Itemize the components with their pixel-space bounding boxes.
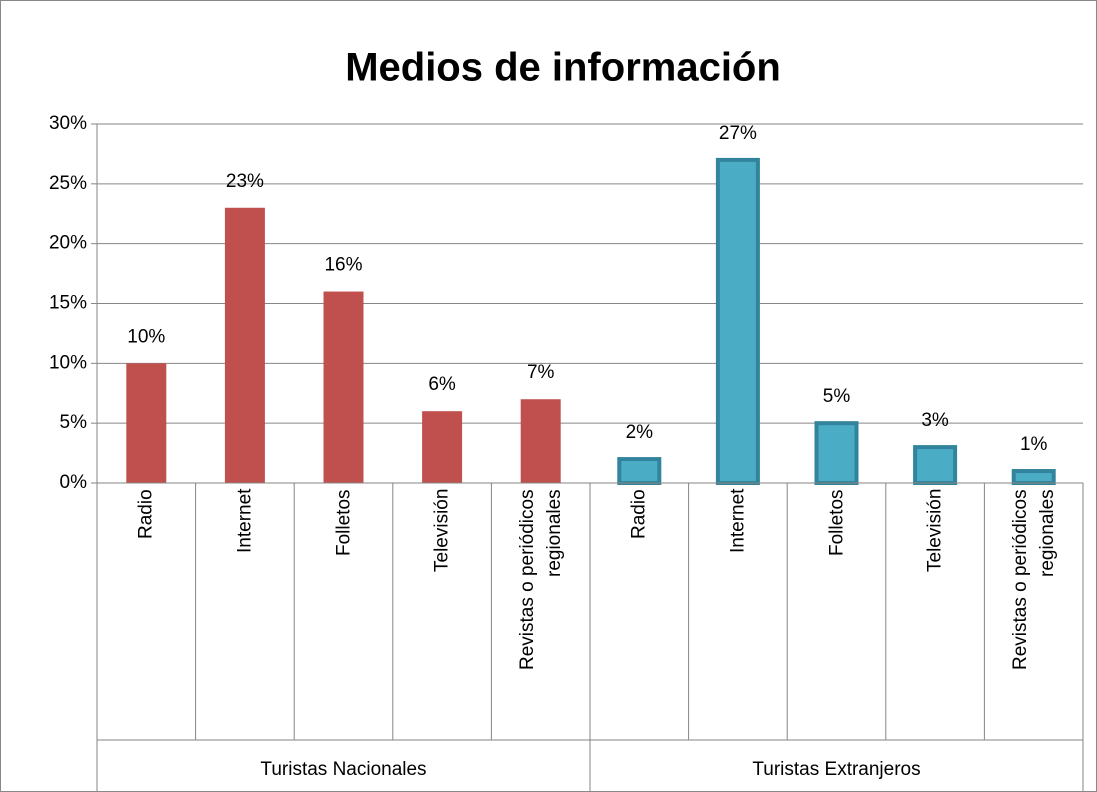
x-tick-label: Internet — [234, 489, 256, 554]
group-label: Turistas Nacionales — [260, 759, 426, 780]
bar — [1011, 469, 1056, 485]
bar — [323, 291, 364, 483]
y-tick-label: 10% — [49, 352, 87, 373]
x-tick-label: Radio — [135, 489, 157, 539]
bar — [617, 457, 662, 486]
bar — [224, 207, 265, 483]
value-label: 3% — [921, 410, 949, 431]
bar — [422, 411, 463, 483]
y-tick-label: 30% — [49, 113, 87, 134]
x-tick-label: Internet — [727, 489, 749, 554]
value-label: 5% — [823, 386, 851, 407]
x-tick-label: Revistas o periódicos regionales — [1009, 489, 1058, 670]
bar — [814, 421, 859, 485]
x-tick-label: Radio — [628, 489, 650, 539]
group-label: Turistas Extranjeros — [752, 759, 920, 780]
bar — [913, 445, 958, 486]
value-label: 2% — [626, 422, 654, 443]
y-tick-label: 20% — [49, 233, 87, 254]
x-tick-label: Televisión — [924, 489, 946, 573]
x-tick-label: Folletos — [826, 489, 847, 556]
value-label: 16% — [324, 255, 362, 276]
value-label: 23% — [226, 171, 264, 192]
value-label: 10% — [127, 326, 165, 347]
bar — [715, 157, 760, 485]
value-label: 1% — [1020, 434, 1048, 455]
x-tick-label: Revistas o periódicos regionales — [516, 489, 565, 670]
y-tick-label: 25% — [49, 173, 87, 194]
chart-title: Medios de información — [345, 46, 781, 90]
y-tick-label: 5% — [60, 412, 88, 433]
bar — [520, 399, 561, 483]
y-tick-label: 15% — [49, 293, 87, 314]
value-label: 7% — [527, 362, 555, 383]
value-label: 6% — [428, 374, 456, 395]
x-tick-label: Folletos — [333, 489, 354, 556]
y-tick-label: 0% — [60, 472, 88, 493]
bar — [126, 363, 167, 483]
value-label: 27% — [719, 123, 757, 144]
x-tick-label: Televisión — [431, 489, 453, 573]
